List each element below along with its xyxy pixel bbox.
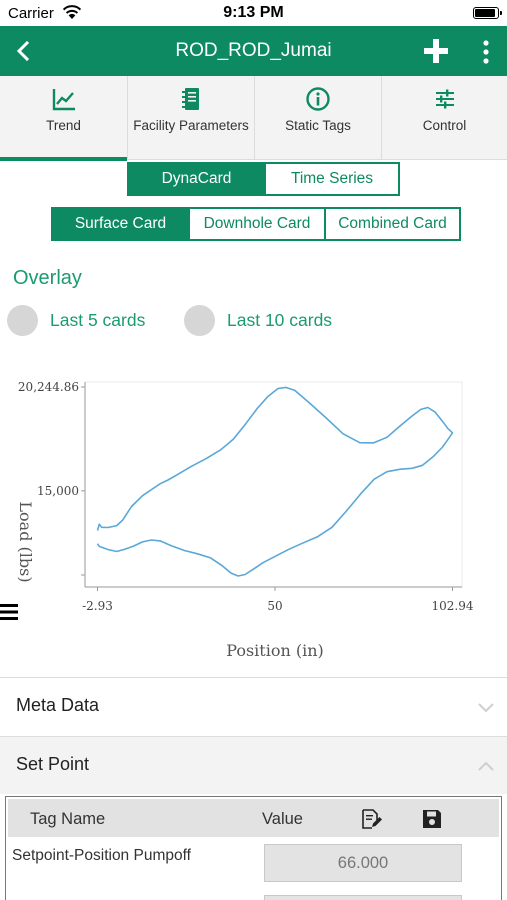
x-tick-label: 50 — [267, 599, 282, 613]
back-arrow-icon[interactable] — [10, 37, 38, 65]
chart-menu-icon[interactable] — [0, 601, 20, 623]
meta-data-title: Meta Data — [16, 695, 100, 715]
table-header: Tag Name Value — [8, 799, 499, 837]
card-type-toggle: Surface Card Downhole Card Combined Card — [51, 207, 461, 241]
tab-label: Trend — [46, 118, 81, 133]
wifi-icon — [62, 5, 82, 19]
surface-card-toggle[interactable]: Surface Card — [53, 209, 190, 239]
tab-control[interactable]: Control — [382, 76, 507, 160]
radio-button[interactable] — [184, 304, 215, 336]
tab-trend[interactable]: Trend — [0, 76, 128, 161]
last-10-cards-option[interactable]: Last 10 cards — [184, 304, 333, 336]
app-bar: ROD_ROD_Jumai — [0, 26, 507, 76]
status-time: 9:13 PM — [223, 4, 284, 21]
add-icon[interactable] — [422, 37, 450, 65]
y-tick-label: 15,000 — [37, 484, 79, 498]
tag-name-header: Tag Name — [30, 810, 106, 828]
tab-label: Static Tags — [285, 118, 351, 133]
last-5-cards-option[interactable]: Last 5 cards — [7, 304, 146, 336]
info-icon — [306, 87, 330, 111]
tab-static-tags[interactable]: Static Tags — [255, 76, 382, 160]
tag-name-cell: Setpoint-Position Pumpoff — [12, 847, 191, 864]
x-axis-label: Position (in) — [226, 641, 324, 660]
dynacard-toggle[interactable]: DynaCard — [129, 164, 266, 194]
tab-label: Control — [422, 118, 467, 133]
dynacard-chart: -2.93 50 102.94 20,244.86 15,000 Position (… — [16, 380, 474, 660]
radio-label: Last 5 cards — [50, 309, 146, 330]
value-header: Value — [262, 810, 303, 828]
x-tick-label: 102.94 — [432, 599, 474, 613]
status-bar: Carrier 9:13 PM — [0, 0, 507, 26]
combined-card-toggle[interactable]: Combined Card — [326, 209, 459, 239]
facility-parameters-icon — [182, 88, 199, 110]
edit-icon[interactable] — [360, 808, 382, 830]
radio-label: Last 10 cards — [227, 309, 333, 330]
y-tick-labels: 20,244.86 15,000 — [18, 380, 85, 576]
carrier-label: Carrier — [8, 5, 54, 22]
time-series-toggle[interactable]: Time Series — [266, 164, 398, 194]
sliders-icon — [435, 89, 454, 109]
tab-facility-parameters[interactable]: Facility Parameters — [128, 76, 255, 160]
tab-bar: Trend Facility Parameters Static Tags — [0, 76, 507, 161]
set-point-section[interactable]: Set Point — [0, 736, 507, 794]
y-tick-label: 20,244.86 — [18, 380, 79, 394]
trend-chart-icon — [52, 89, 75, 111]
view-toggle: DynaCard Time Series — [127, 162, 400, 196]
set-point-table: Tag Name Value Setpoint-Position Pumpoff… — [5, 796, 502, 900]
downhole-card-toggle[interactable]: Downhole Card — [190, 209, 326, 239]
setpoint-value-field[interactable]: 66.000 — [264, 844, 462, 882]
plot-frame — [84, 381, 463, 588]
x-tick-labels: -2.93 50 102.94 — [82, 587, 474, 613]
overlay-heading: Overlay — [13, 267, 82, 289]
save-icon[interactable] — [421, 808, 443, 830]
more-options-icon[interactable] — [474, 38, 498, 66]
surface-card-curve — [96, 386, 454, 577]
set-point-title: Set Point — [16, 754, 90, 774]
radio-button[interactable] — [7, 304, 38, 336]
chevron-up-icon[interactable] — [475, 755, 497, 777]
x-tick-label: -2.93 — [82, 599, 113, 613]
tab-label: Facility Parameters — [133, 118, 249, 133]
page-title: ROD_ROD_Jumai — [175, 40, 332, 61]
chart-axes — [84, 381, 463, 588]
battery-icon — [473, 7, 502, 19]
setpoint-value-field-next[interactable] — [264, 895, 462, 900]
chevron-down-icon[interactable] — [475, 696, 497, 718]
meta-data-section[interactable]: Meta Data — [0, 677, 507, 735]
y-axis-label: Load (lbs) — [16, 501, 35, 582]
